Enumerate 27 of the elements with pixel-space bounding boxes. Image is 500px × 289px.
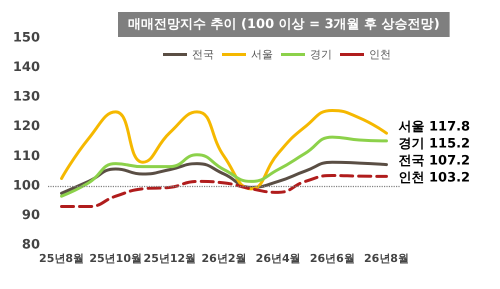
x-tick-label: 26년2월 bbox=[202, 252, 246, 265]
y-tick-label: 80 bbox=[22, 238, 40, 252]
chart-title: 매매전망지수 추이 (100 이상 = 3개월 후 상승전망) bbox=[128, 17, 440, 32]
x-tick-label: 26년4월 bbox=[256, 252, 301, 265]
y-tick-label: 140 bbox=[12, 60, 40, 76]
x-tick-label: 25년8월 bbox=[39, 252, 84, 265]
line-series bbox=[60, 174, 388, 208]
line-series bbox=[60, 136, 388, 198]
y-tick-label: 120 bbox=[12, 119, 40, 134]
legend-label: 경기 bbox=[310, 48, 332, 61]
y-tick-label: 110 bbox=[12, 148, 40, 164]
legend-label: 서울 bbox=[251, 48, 273, 61]
y-tick-label: 100 bbox=[12, 178, 40, 194]
y-tick-label: 130 bbox=[12, 90, 40, 105]
text: 경기 115.2 bbox=[398, 136, 470, 152]
legend-label: 전국 bbox=[192, 48, 214, 61]
y-tick-label: 90 bbox=[22, 208, 40, 223]
y-tick-label: 150 bbox=[12, 30, 40, 46]
text: 서울 117.8 bbox=[398, 120, 470, 135]
x-tick-label: 25년10월 bbox=[89, 252, 142, 265]
x-tick-label: 25년12월 bbox=[144, 252, 196, 265]
legend-label: 인천 bbox=[369, 48, 391, 61]
text: 인천 103.2 bbox=[398, 170, 470, 186]
x-tick-label: 26년8월 bbox=[364, 252, 409, 265]
line-series bbox=[60, 108, 388, 190]
x-tick-label: 26년6월 bbox=[310, 252, 355, 265]
text: 전국 107.2 bbox=[398, 154, 470, 169]
